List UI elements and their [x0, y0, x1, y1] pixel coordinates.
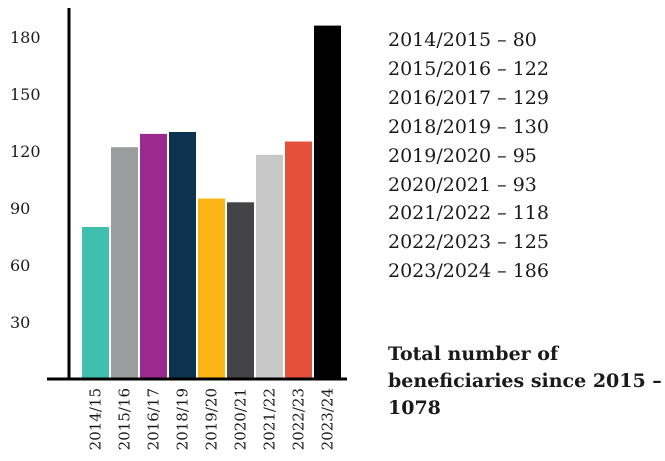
legend-item: 2014/2015 – 80 [388, 29, 537, 51]
x-tick-label: 2019/20 [203, 388, 221, 450]
legend-item: 2015/2016 – 122 [388, 57, 549, 80]
legend-item: 2021/2022 – 118 [388, 202, 549, 225]
bar [111, 147, 138, 379]
legend-item: 2020/2021 – 93 [388, 173, 537, 196]
legend-item: 2023/2024 – 186 [388, 260, 549, 283]
x-tick-label: 2015/16 [116, 388, 134, 450]
y-tick-label: 180 [10, 28, 41, 47]
bar [314, 25, 341, 379]
y-tick-label: 150 [10, 85, 41, 104]
legend-item: 2018/2019 – 130 [388, 115, 549, 138]
legend-list: 2014/2015 – 80 2015/2016 – 122 2016/2017… [388, 26, 549, 286]
x-tick-label: 2023/24 [319, 388, 337, 450]
legend-item: 2019/2020 – 95 [388, 144, 537, 167]
x-tick-label: 2018/19 [174, 388, 192, 450]
y-tick-label: 120 [10, 142, 41, 161]
x-tick-label: 2022/23 [290, 388, 308, 450]
y-tick-label: 30 [10, 313, 30, 332]
x-tick-label: 2021/22 [261, 388, 279, 450]
bar [140, 133, 167, 379]
bar [169, 132, 196, 379]
bar [285, 141, 312, 379]
bar [198, 198, 225, 379]
x-tick-label: 2020/21 [232, 388, 250, 450]
bar [227, 202, 254, 379]
x-tick-label: 2014/15 [87, 388, 105, 450]
y-tick-label: 60 [10, 256, 30, 275]
total-beneficiaries: Total number of beneficiaries since 2015… [388, 343, 662, 419]
bar [82, 227, 109, 379]
bar-chart: 30 60 90 120 150 180 2014/15 2015/16 2016/17 2018… [10, 8, 347, 450]
y-tick-label: 90 [10, 199, 30, 218]
legend-item: 2022/2023 – 125 [388, 231, 549, 254]
bar [256, 154, 283, 379]
x-tick-label: 2016/17 [145, 388, 163, 450]
legend-item: 2016/2017 – 129 [388, 86, 549, 109]
